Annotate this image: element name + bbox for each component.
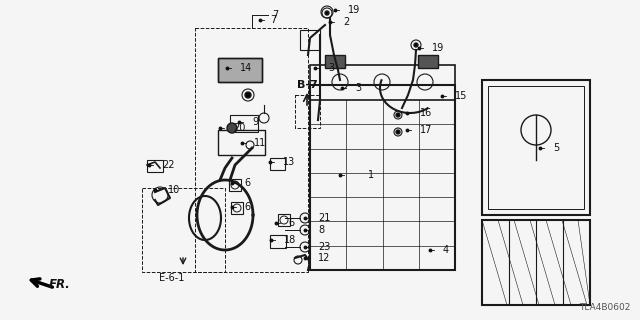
- Bar: [142, 188, 225, 272]
- Text: 22: 22: [162, 160, 175, 170]
- Text: 7: 7: [272, 10, 278, 20]
- Text: 6: 6: [288, 218, 294, 228]
- Circle shape: [227, 123, 237, 133]
- Bar: [218, 130, 265, 155]
- Bar: [310, 85, 455, 270]
- Bar: [295, 95, 320, 128]
- Bar: [218, 58, 262, 82]
- Bar: [482, 220, 590, 305]
- Text: 2: 2: [343, 17, 349, 27]
- Text: 13: 13: [283, 157, 295, 167]
- Circle shape: [414, 43, 418, 47]
- Text: 18: 18: [284, 235, 296, 245]
- Text: 6: 6: [244, 202, 250, 212]
- Circle shape: [245, 92, 251, 98]
- Bar: [488, 86, 584, 209]
- Text: 12: 12: [318, 253, 330, 263]
- Circle shape: [396, 113, 400, 117]
- Circle shape: [325, 11, 329, 15]
- Text: 23: 23: [318, 242, 330, 252]
- Bar: [325, 55, 345, 68]
- Text: 19: 19: [432, 43, 444, 53]
- Text: B-7: B-7: [297, 80, 317, 90]
- Text: 14: 14: [240, 63, 252, 73]
- Text: 3: 3: [355, 83, 361, 93]
- Text: 10: 10: [168, 185, 180, 195]
- Circle shape: [396, 130, 400, 134]
- Bar: [218, 58, 262, 82]
- Text: 6: 6: [244, 178, 250, 188]
- Text: TLA4B0602: TLA4B0602: [579, 303, 630, 312]
- Text: 1: 1: [368, 170, 374, 180]
- Bar: [418, 55, 438, 68]
- Text: 17: 17: [420, 125, 433, 135]
- Bar: [229, 179, 241, 191]
- Text: 21: 21: [318, 213, 330, 223]
- Bar: [310, 65, 455, 100]
- Bar: [230, 115, 258, 132]
- Text: 11: 11: [254, 138, 266, 148]
- Text: 3: 3: [328, 63, 334, 73]
- Bar: [278, 214, 290, 226]
- Text: 19: 19: [348, 5, 360, 15]
- Bar: [147, 160, 163, 172]
- Text: FR.: FR.: [49, 278, 71, 292]
- Bar: [195, 28, 308, 272]
- Text: 20: 20: [233, 123, 245, 133]
- Text: 9: 9: [252, 117, 258, 127]
- Text: 7: 7: [270, 15, 276, 25]
- Text: E-6-1: E-6-1: [159, 273, 185, 283]
- Bar: [482, 80, 590, 215]
- Bar: [300, 30, 320, 50]
- Text: 16: 16: [420, 108, 432, 118]
- Text: 8: 8: [318, 225, 324, 235]
- Text: 15: 15: [455, 91, 467, 101]
- Text: 5: 5: [553, 143, 559, 153]
- Bar: [270, 158, 285, 170]
- Bar: [270, 235, 286, 248]
- Text: 4: 4: [443, 245, 449, 255]
- Bar: [231, 202, 243, 214]
